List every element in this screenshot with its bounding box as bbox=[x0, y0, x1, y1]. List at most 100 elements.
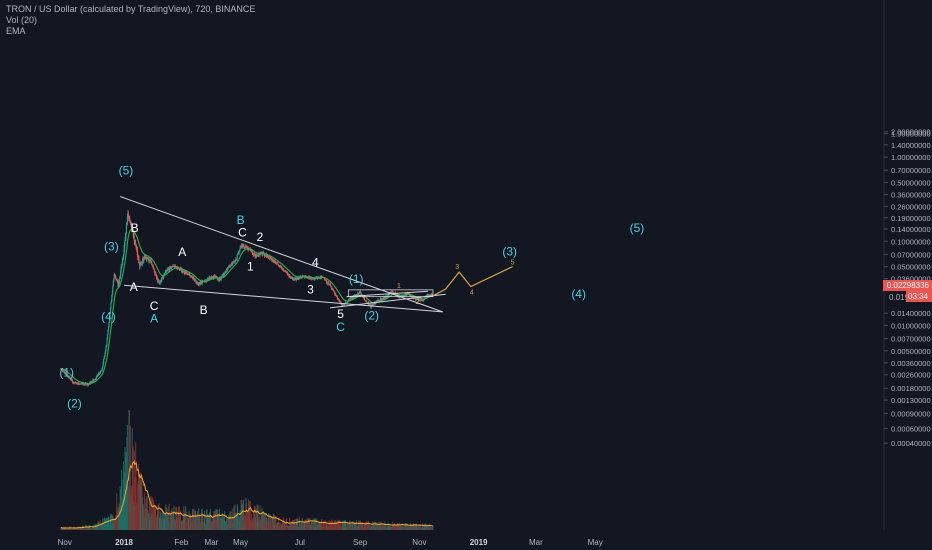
wave-label: A bbox=[150, 312, 158, 326]
candle-body bbox=[208, 278, 210, 281]
candle-body bbox=[92, 379, 94, 382]
trendline bbox=[123, 284, 443, 313]
candle-body bbox=[147, 258, 149, 260]
candle-body bbox=[155, 274, 158, 280]
candle-body bbox=[284, 270, 286, 272]
candle-body bbox=[380, 298, 382, 300]
volume-bar bbox=[207, 517, 209, 530]
candle-body bbox=[170, 266, 172, 269]
candle-body bbox=[123, 244, 126, 249]
candle-body bbox=[109, 307, 111, 314]
candle-body bbox=[251, 251, 253, 253]
volume-bar bbox=[355, 520, 357, 530]
candle-body bbox=[78, 382, 80, 384]
candle-body bbox=[113, 278, 115, 282]
candle-body bbox=[71, 379, 73, 380]
candle-body bbox=[290, 276, 292, 278]
candle-body bbox=[169, 267, 171, 270]
candle-body bbox=[313, 277, 315, 280]
candle-body bbox=[137, 250, 139, 257]
candle-body bbox=[109, 313, 111, 318]
volume-indicator-label[interactable]: Vol (20) bbox=[6, 15, 38, 25]
candle-body bbox=[180, 268, 182, 271]
candle-body bbox=[62, 370, 64, 372]
ema-indicator-label[interactable]: EMA bbox=[6, 26, 26, 36]
volume-bar bbox=[432, 525, 434, 530]
candle-body bbox=[104, 352, 106, 356]
volume-bar bbox=[218, 515, 220, 530]
candle-body bbox=[135, 243, 137, 246]
candle-body bbox=[287, 273, 289, 274]
candle-body bbox=[161, 277, 163, 280]
volume-bar bbox=[126, 424, 128, 530]
candle-body bbox=[84, 384, 86, 386]
volume-bar bbox=[338, 519, 340, 530]
candle-body bbox=[257, 254, 259, 256]
candle-body bbox=[338, 299, 340, 300]
candle-body bbox=[281, 267, 283, 269]
candle-body bbox=[379, 299, 381, 301]
candle-body bbox=[289, 274, 291, 278]
candle-body bbox=[222, 275, 224, 277]
candle-body bbox=[186, 272, 188, 274]
volume-bar bbox=[345, 522, 347, 530]
candle-body bbox=[392, 291, 394, 292]
wave-label: 3 bbox=[455, 264, 459, 271]
time-tick-label: May bbox=[233, 538, 248, 547]
candle-body bbox=[70, 377, 72, 381]
volume-bar bbox=[407, 524, 409, 530]
candle-body bbox=[326, 280, 328, 283]
candle-body bbox=[108, 322, 110, 327]
volume-bar bbox=[302, 520, 304, 530]
candle-body bbox=[291, 277, 293, 278]
candle-body bbox=[155, 272, 157, 274]
candle-body bbox=[187, 274, 189, 275]
candle-body bbox=[334, 292, 336, 295]
candle-body bbox=[236, 258, 238, 260]
candle-body bbox=[193, 278, 195, 279]
candle-body bbox=[231, 263, 233, 265]
volume-bar bbox=[176, 510, 178, 530]
candle-body bbox=[162, 277, 164, 279]
time-axis[interactable]: Nov 2018 Feb Mar May Jul Sep Nov 2019 Mar May bbox=[58, 538, 603, 547]
candle-body bbox=[115, 275, 117, 280]
candle-body bbox=[79, 383, 81, 385]
candle-body bbox=[229, 265, 231, 266]
candle-body bbox=[99, 372, 101, 374]
volume-pane bbox=[60, 410, 434, 530]
candle-body bbox=[363, 297, 365, 300]
candle-body bbox=[283, 270, 285, 272]
candle-body bbox=[390, 291, 392, 294]
candle-body bbox=[328, 282, 330, 285]
candle-body bbox=[119, 277, 121, 282]
candle-body bbox=[401, 295, 403, 297]
candle-body bbox=[412, 296, 415, 299]
candle-body bbox=[414, 298, 416, 300]
candle-body bbox=[235, 259, 237, 262]
wave-label: (3) bbox=[104, 239, 119, 253]
candle-body bbox=[191, 276, 193, 278]
price-tick-label: 0.26000000 bbox=[891, 202, 931, 211]
candle-body bbox=[98, 373, 100, 375]
candle-body bbox=[121, 264, 123, 266]
symbol-title[interactable]: TRON / US Dollar (calculated by TradingV… bbox=[6, 4, 256, 14]
candle-body bbox=[135, 245, 137, 248]
candle-body bbox=[143, 257, 145, 259]
candle-body bbox=[243, 245, 245, 248]
candle-body bbox=[134, 241, 136, 244]
candle-body bbox=[232, 262, 234, 265]
candle-body bbox=[245, 245, 247, 247]
candle-body bbox=[100, 371, 102, 374]
candle-body bbox=[201, 281, 203, 284]
candle-body bbox=[431, 294, 433, 296]
candle-body bbox=[251, 250, 253, 252]
volume-bar bbox=[62, 527, 64, 530]
volume-bar bbox=[401, 523, 403, 530]
volume-bar bbox=[257, 505, 259, 530]
candle-body bbox=[298, 276, 300, 280]
wave-label: B bbox=[237, 213, 245, 227]
candle-body bbox=[424, 297, 426, 299]
volume-bar bbox=[299, 520, 301, 530]
